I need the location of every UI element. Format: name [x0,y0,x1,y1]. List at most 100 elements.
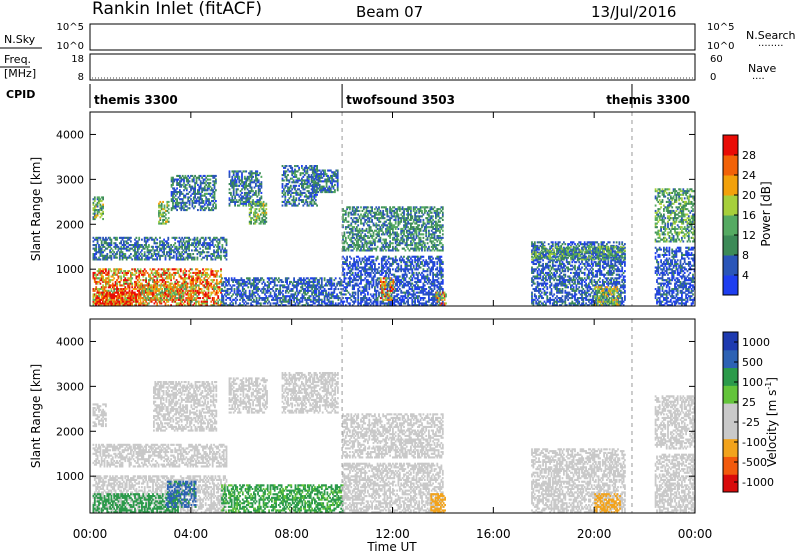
heatmap-cell [307,190,310,193]
heatmap-cell [196,275,199,278]
heatmap-cell [286,282,288,285]
heatmap-cell [109,286,111,289]
heatmap-cell [323,302,326,305]
heatmap-cell [361,231,364,234]
heatmap-cell [102,271,104,274]
heatmap-cell [223,277,226,280]
heatmap-cell [266,284,269,287]
heatmap-cell [113,295,115,298]
heatmap-cell [177,256,179,259]
heatmap-cell [199,271,202,274]
cpid-segment-label: twofsound 3503 [346,93,455,107]
heatmap-cell [234,181,236,184]
heatmap-cell [102,293,104,296]
heatmap-cell [354,227,357,230]
heatmap-cell [354,208,357,211]
heatmap-cell [262,297,265,300]
heatmap-cell [198,178,201,181]
heatmap-cell [184,185,187,188]
heatmap-cell [396,208,398,211]
heatmap-cell [170,251,172,254]
heatmap-cell [168,254,171,257]
heatmap-cell [210,273,213,276]
heatmap-cell [298,298,301,301]
heatmap-cell [168,253,171,256]
heatmap-cell [136,293,139,296]
heatmap-cell [289,302,291,305]
heatmap-cell [166,204,169,207]
heatmap-cell [398,206,401,209]
heatmap-cell [372,240,375,243]
heatmap-cell [131,244,134,247]
heatmap-cell [117,304,119,306]
heatmap-cell [176,293,179,296]
heatmap-cell [150,256,153,259]
heatmap-cell [365,244,368,247]
heatmap-cell [411,227,414,230]
heatmap-cell [334,180,336,183]
heatmap-cell [397,238,400,241]
heatmap-cell [403,217,405,220]
heatmap-cell [282,295,284,298]
heatmap-cell [175,291,177,294]
heatmap-cell [184,275,186,278]
heatmap-cell [93,249,96,252]
heatmap-cell [273,293,276,296]
heatmap-cell [262,202,265,205]
heatmap-cell [217,286,220,289]
heatmap-cell [181,251,184,254]
heatmap-cell [408,218,411,221]
heatmap-cell [117,275,120,278]
heatmap-cell [307,184,310,187]
heatmap-cell [206,279,208,282]
heatmap-cell [382,233,385,236]
heatmap-cell [124,289,127,292]
heatmap-cell [128,244,131,247]
heatmap-cell [389,229,391,232]
heatmap-cell [168,273,171,276]
heatmap-cell [172,300,175,303]
heatmap-cell [190,295,193,298]
heatmap-cell [250,304,252,306]
heatmap-cell [264,222,266,225]
heatmap-cell [251,304,254,306]
heatmap-cell [203,256,206,259]
heatmap-cell [327,176,329,179]
heatmap-cell [103,256,106,259]
heatmap-cell [178,251,181,254]
heatmap-cell [148,249,150,252]
heatmap-cell [197,209,199,212]
heatmap-cell [249,186,252,189]
heatmap-cell [310,179,313,182]
heatmap-cell [308,284,311,287]
heatmap-cell [253,215,255,218]
heatmap-cell [321,185,324,188]
heatmap-cell [195,280,197,283]
heatmap-cell [109,251,111,254]
heatmap-cell [385,240,387,243]
heatmap-cell [207,291,210,294]
heatmap-cell [199,194,202,197]
heatmap-cell [401,215,404,218]
heatmap-cell [354,213,357,216]
heatmap-cell [184,194,187,197]
heatmap-cell [131,302,133,305]
heatmap-cell [120,251,123,254]
heatmap-cell [160,240,163,243]
heatmap-cell [113,302,115,305]
heatmap-cell [171,282,174,285]
heatmap-cell [309,193,312,196]
heatmap-cell [221,295,223,298]
heatmap-cell [369,220,372,223]
heatmap-cell [249,175,252,178]
heatmap-cell [288,179,291,182]
heatmap-cell [246,280,248,283]
heatmap-cell [134,280,136,283]
heatmap-cell [99,198,102,201]
heatmap-cell [177,298,180,301]
heatmap-cell [192,198,195,201]
heatmap-cell [100,277,103,280]
heatmap-cell [250,209,252,212]
heatmap-cell [311,187,314,190]
heatmap-cell [367,249,369,252]
